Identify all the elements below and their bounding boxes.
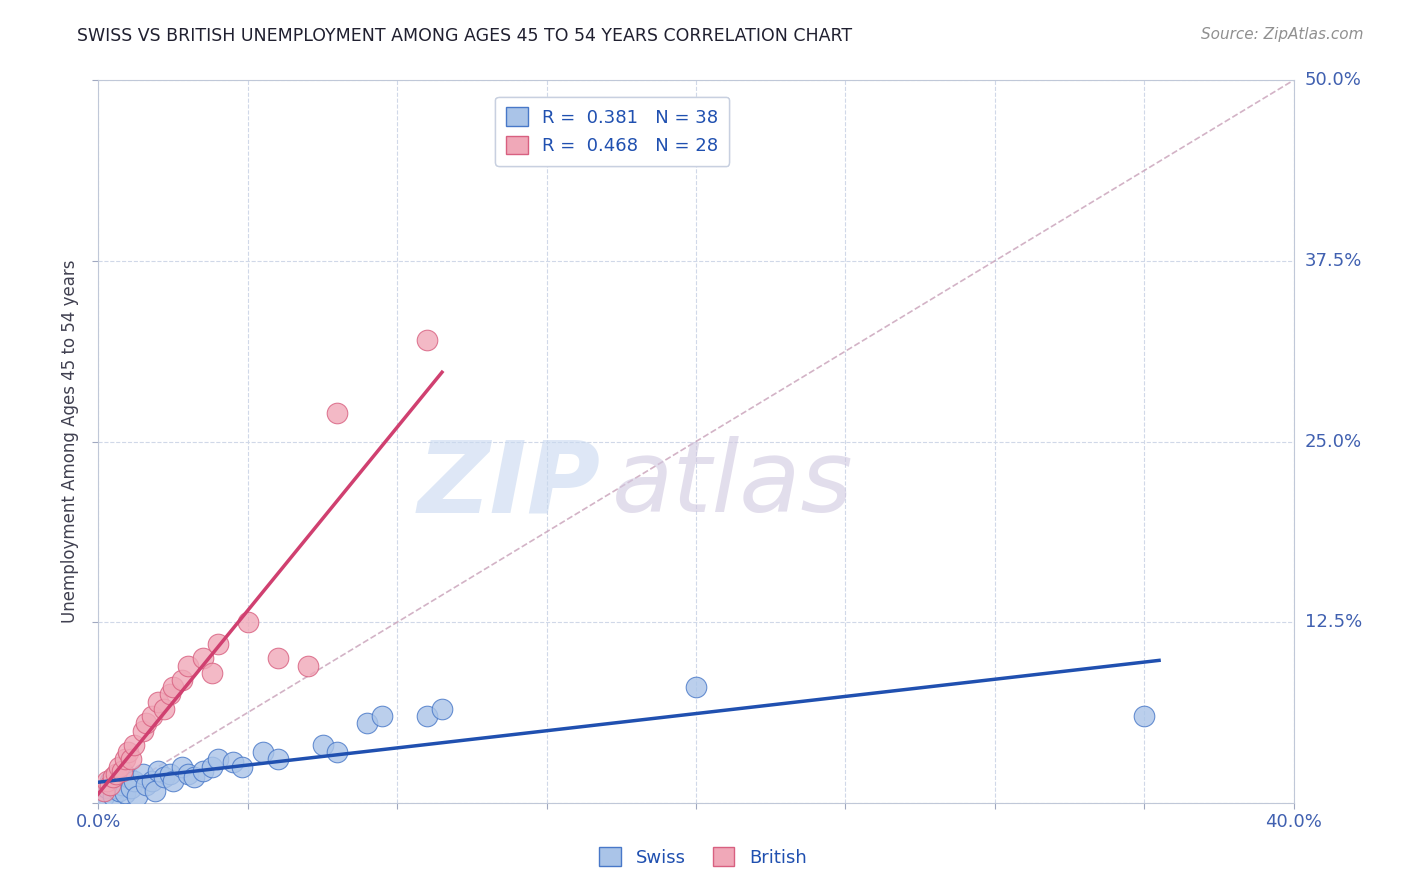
- Point: [103, 789, 125, 803]
- Point: [177, 767, 200, 781]
- Point: [141, 774, 163, 789]
- Text: 25.0%: 25.0%: [1305, 433, 1362, 450]
- Point: [267, 651, 290, 665]
- Point: [132, 767, 155, 781]
- Point: [183, 770, 205, 784]
- Point: [177, 658, 200, 673]
- Point: [297, 658, 319, 673]
- Point: [117, 770, 139, 784]
- Point: [141, 709, 163, 723]
- Point: [159, 687, 181, 701]
- Point: [356, 716, 378, 731]
- Legend: R =  0.381   N = 38, R =  0.468   N = 28: R = 0.381 N = 38, R = 0.468 N = 28: [495, 96, 730, 166]
- Point: [236, 615, 259, 630]
- Point: [326, 406, 349, 420]
- Point: [159, 767, 181, 781]
- Point: [135, 716, 157, 731]
- Point: [124, 774, 146, 789]
- Text: 37.5%: 37.5%: [1305, 252, 1362, 270]
- Point: [371, 709, 394, 723]
- Y-axis label: Unemployment Among Ages 45 to 54 years: Unemployment Among Ages 45 to 54 years: [60, 260, 79, 624]
- Text: atlas: atlas: [613, 436, 853, 533]
- Point: [108, 784, 131, 798]
- Point: [222, 756, 245, 770]
- Point: [416, 334, 439, 348]
- Text: Source: ZipAtlas.com: Source: ZipAtlas.com: [1201, 27, 1364, 42]
- Point: [162, 774, 184, 789]
- Point: [98, 779, 122, 793]
- Point: [207, 752, 229, 766]
- Point: [153, 702, 176, 716]
- Point: [98, 774, 122, 789]
- Point: [191, 651, 214, 665]
- Point: [201, 665, 224, 680]
- Point: [148, 695, 170, 709]
- Point: [191, 764, 214, 778]
- Point: [201, 760, 224, 774]
- Point: [231, 760, 253, 774]
- Text: 50.0%: 50.0%: [1305, 71, 1361, 89]
- Point: [143, 784, 166, 798]
- Point: [162, 680, 184, 694]
- Point: [108, 760, 131, 774]
- Point: [252, 745, 274, 759]
- Point: [111, 764, 134, 778]
- Point: [326, 745, 349, 759]
- Point: [120, 781, 142, 796]
- Point: [416, 709, 439, 723]
- Point: [117, 745, 139, 759]
- Point: [103, 770, 125, 784]
- Point: [127, 789, 149, 803]
- Point: [124, 738, 146, 752]
- Point: [153, 770, 176, 784]
- Point: [93, 789, 115, 803]
- Point: [135, 779, 157, 793]
- Point: [105, 767, 128, 781]
- Point: [172, 760, 194, 774]
- Legend: Swiss, British: Swiss, British: [592, 840, 814, 874]
- Point: [172, 673, 194, 687]
- Point: [311, 738, 333, 752]
- Point: [148, 764, 170, 778]
- Point: [114, 752, 136, 766]
- Point: [207, 637, 229, 651]
- Point: [96, 781, 118, 796]
- Point: [430, 702, 453, 716]
- Point: [114, 786, 136, 800]
- Point: [267, 752, 290, 766]
- Text: SWISS VS BRITISH UNEMPLOYMENT AMONG AGES 45 TO 54 YEARS CORRELATION CHART: SWISS VS BRITISH UNEMPLOYMENT AMONG AGES…: [77, 27, 852, 45]
- Point: [105, 781, 128, 796]
- Text: ZIP: ZIP: [418, 436, 600, 533]
- Point: [96, 774, 118, 789]
- Point: [120, 752, 142, 766]
- Point: [111, 779, 134, 793]
- Point: [685, 680, 707, 694]
- Point: [93, 784, 115, 798]
- Text: 12.5%: 12.5%: [1305, 613, 1362, 632]
- Point: [1133, 709, 1156, 723]
- Point: [132, 723, 155, 738]
